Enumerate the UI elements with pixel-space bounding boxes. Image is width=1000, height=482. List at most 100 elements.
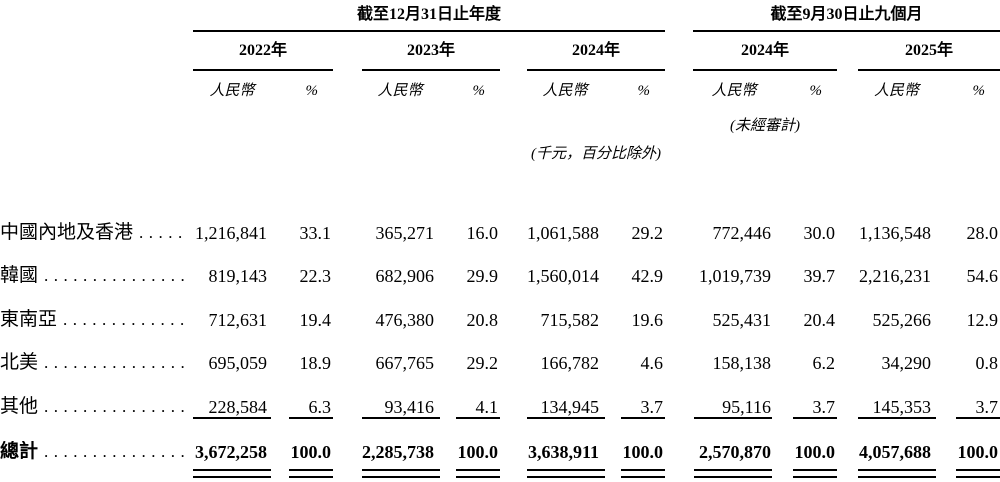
double-rule — [775, 468, 837, 478]
value-cell: 3.7 — [640, 396, 664, 417]
units-note-row: (千元，百分比除外) — [0, 135, 1000, 163]
value-cell: 6.2 — [812, 353, 836, 373]
subheader-percent: % — [305, 83, 319, 99]
value-cell: 1,061,588 — [527, 222, 599, 243]
total-value-cell: 4,057,688 — [859, 441, 931, 462]
dot-leader: ........................................… — [44, 353, 188, 372]
value-cell: 93,416 — [384, 396, 435, 417]
row-label-text: 東南亞 — [0, 308, 58, 330]
subheader-currency: 人民幣 — [711, 83, 757, 99]
value-cell: 772,446 — [712, 222, 772, 243]
subheader-percent: % — [472, 83, 486, 99]
value-cell: 667,765 — [375, 353, 435, 373]
value-cell: 54.6 — [966, 266, 999, 286]
row-label-text: 中國內地及香港 — [0, 221, 134, 243]
table-row-korea: 韓國 .....................................… — [0, 243, 1000, 286]
year-header-2023: 2023年 — [362, 42, 500, 71]
value-cell: 3.7 — [812, 396, 836, 417]
subheader-currency: 人民幣 — [542, 83, 588, 99]
double-rule — [271, 468, 333, 478]
row-label-text: 韓國 — [0, 265, 39, 286]
table-row-total: 總計 .....................................… — [0, 420, 1000, 462]
table-row-southeast-asia: 東南亞 ....................................… — [0, 286, 1000, 330]
value-cell: 29.9 — [466, 266, 499, 286]
total-value-cell: 2,285,738 — [362, 441, 434, 462]
total-value-cell: 3,638,911 — [527, 441, 599, 462]
section-header-annual: 截至12月31日止年度 — [193, 5, 665, 32]
value-cell: 476,380 — [375, 309, 435, 330]
row-label: 中國內地及香港 ................................… — [0, 222, 193, 243]
subtotal-rule-row — [0, 416, 1000, 420]
double-rule — [693, 468, 775, 478]
table-row-north-america: 北美 .....................................… — [0, 330, 1000, 373]
value-cell: 18.9 — [299, 353, 332, 373]
value-cell: 1,216,841 — [195, 222, 267, 243]
value-cell: 95,116 — [722, 396, 771, 417]
year-header-2022: 2022年 — [193, 42, 333, 71]
year-header-9m-2024: 2024年 — [693, 42, 837, 71]
section-header-nine-months: 截至9月30日止九個月 — [693, 5, 1000, 32]
dot-leader: ........................................… — [63, 309, 188, 329]
single-rule — [271, 416, 333, 420]
subheader-percent: % — [637, 83, 651, 99]
double-rule — [603, 468, 665, 478]
double-rule — [527, 468, 605, 478]
table-row-others: 其他 .....................................… — [0, 373, 1000, 417]
dot-leader: ........................................… — [44, 266, 188, 285]
dot-leader: ........................................… — [44, 396, 188, 416]
single-rule — [935, 416, 1000, 420]
section-header-row: 截至12月31日止年度 截至9月30日止九個月 — [0, 0, 1000, 32]
total-value-cell: 3,672,258 — [195, 441, 267, 462]
value-cell: 1,560,014 — [527, 266, 599, 286]
total-value-cell: 100.0 — [957, 441, 999, 462]
value-cell: 2,216,231 — [859, 266, 931, 286]
single-rule — [858, 416, 936, 420]
units-note: (千元，百分比除外) — [531, 146, 661, 162]
unaudited-note: (未經審計) — [730, 118, 800, 134]
single-rule — [362, 416, 440, 420]
subheader-row: 人民幣 % 人民幣 % 人民幣 % 人民幣 % 人民幣 % — [0, 71, 1000, 99]
row-label: 總計 .....................................… — [0, 441, 193, 462]
value-cell: 19.4 — [299, 309, 332, 330]
value-cell: 682,906 — [375, 266, 435, 286]
single-rule — [693, 416, 775, 420]
value-cell: 6.3 — [308, 396, 332, 417]
value-cell: 22.3 — [299, 266, 332, 286]
value-cell: 20.4 — [803, 309, 836, 330]
year-header-row: 2022年 2023年 2024年 2024年 2025年 — [0, 32, 1000, 71]
value-cell: 365,271 — [375, 222, 435, 243]
single-rule — [193, 416, 271, 420]
value-cell: 28.0 — [966, 222, 999, 243]
subheader-currency: 人民幣 — [377, 83, 423, 99]
subheader-percent: % — [809, 83, 823, 99]
value-cell: 19.6 — [631, 309, 664, 330]
double-rule — [438, 468, 500, 478]
total-value-cell: 100.0 — [457, 441, 499, 462]
row-label: 東南亞 ....................................… — [0, 309, 193, 330]
value-cell: 30.0 — [803, 222, 836, 243]
value-cell: 525,266 — [872, 309, 932, 330]
value-cell: 4.6 — [640, 353, 664, 373]
year-header-9m-2025: 2025年 — [858, 42, 1000, 71]
row-label-text: 總計 — [0, 440, 39, 462]
subheader-currency: 人民幣 — [873, 83, 919, 99]
value-cell: 134,945 — [540, 396, 600, 417]
row-label: 北美 .....................................… — [0, 352, 193, 373]
value-cell: 20.8 — [466, 309, 499, 330]
value-cell: 0.8 — [975, 353, 999, 373]
value-cell: 39.7 — [803, 266, 836, 286]
value-cell: 4.1 — [475, 396, 499, 417]
single-rule — [527, 416, 605, 420]
value-cell: 715,582 — [540, 309, 600, 330]
row-label: 韓國 .....................................… — [0, 265, 193, 286]
single-rule — [603, 416, 665, 420]
value-cell: 33.1 — [299, 222, 332, 243]
double-rule — [935, 468, 1000, 478]
dot-leader: ........................................… — [139, 222, 188, 242]
year-header-2024: 2024年 — [527, 42, 665, 71]
double-rule — [858, 468, 936, 478]
subheader-currency: 人民幣 — [209, 83, 255, 99]
total-value-cell: 100.0 — [290, 441, 332, 462]
total-value-cell: 100.0 — [622, 441, 664, 462]
